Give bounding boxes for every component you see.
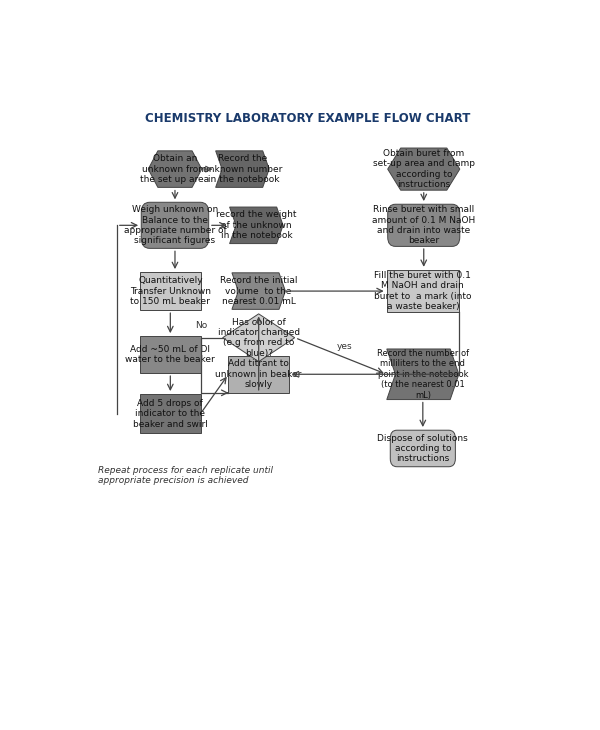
FancyBboxPatch shape bbox=[141, 202, 209, 248]
FancyBboxPatch shape bbox=[140, 337, 200, 373]
Text: Fill the buret with 0.1
M NaOH and drain
buret to  a mark (into
a waste beaker): Fill the buret with 0.1 M NaOH and drain… bbox=[374, 271, 472, 311]
FancyBboxPatch shape bbox=[388, 204, 460, 247]
Polygon shape bbox=[388, 148, 460, 191]
Text: yes: yes bbox=[337, 342, 353, 351]
Polygon shape bbox=[148, 151, 202, 188]
Text: record the weight
of the unknown
in the notebook: record the weight of the unknown in the … bbox=[216, 210, 296, 240]
Polygon shape bbox=[223, 314, 295, 361]
Text: No: No bbox=[196, 320, 208, 330]
FancyBboxPatch shape bbox=[387, 270, 459, 312]
FancyBboxPatch shape bbox=[229, 356, 289, 393]
Text: Record the number of
milliliters to the end
point in the notebook
(to the neares: Record the number of milliliters to the … bbox=[377, 349, 469, 399]
Text: Add titrant to
unknown in beaker
slowly: Add titrant to unknown in beaker slowly bbox=[215, 359, 302, 389]
Text: CHEMISTRY LABORATORY EXAMPLE FLOW CHART: CHEMISTRY LABORATORY EXAMPLE FLOW CHART bbox=[145, 112, 470, 125]
Polygon shape bbox=[232, 273, 286, 310]
FancyBboxPatch shape bbox=[390, 430, 455, 466]
Text: Record the initial
volume  to the
nearest 0.01 mL: Record the initial volume to the nearest… bbox=[220, 276, 298, 306]
Text: Rinse buret with small
amount of 0.1 M NaOH
and drain into waste
beaker: Rinse buret with small amount of 0.1 M N… bbox=[372, 205, 475, 245]
Text: Obtain buret from
set-up area and clamp
according to
instructions: Obtain buret from set-up area and clamp … bbox=[373, 149, 475, 189]
Polygon shape bbox=[387, 349, 459, 399]
Polygon shape bbox=[230, 207, 283, 244]
Text: Add 5 drops of
indicator to the
beaker and swirl: Add 5 drops of indicator to the beaker a… bbox=[133, 399, 208, 429]
Text: Dispose of solutions
according to
instructions: Dispose of solutions according to instru… bbox=[377, 434, 468, 464]
Text: Add ~50 mL of DI
water to the beaker: Add ~50 mL of DI water to the beaker bbox=[125, 345, 215, 364]
Polygon shape bbox=[215, 151, 269, 188]
Text: Repeat process for each replicate until
appropriate precision is achieved: Repeat process for each replicate until … bbox=[98, 466, 273, 485]
Text: Weigh unknown on
Balance to the
appropriate number of
significant figures: Weigh unknown on Balance to the appropri… bbox=[124, 205, 226, 245]
Text: Has color of
indicator changed
(e.g from red to
blue)?: Has color of indicator changed (e.g from… bbox=[218, 318, 300, 358]
Text: Obtain an
unknown from
the set up area: Obtain an unknown from the set up area bbox=[140, 154, 209, 184]
FancyBboxPatch shape bbox=[140, 394, 200, 434]
Text: Record the
unknown number
 in the notebook: Record the unknown number in the noteboo… bbox=[203, 154, 282, 184]
Text: Quantitatively
Transfer Unknown
to 150 mL beaker: Quantitatively Transfer Unknown to 150 m… bbox=[130, 276, 211, 306]
FancyBboxPatch shape bbox=[140, 272, 200, 310]
